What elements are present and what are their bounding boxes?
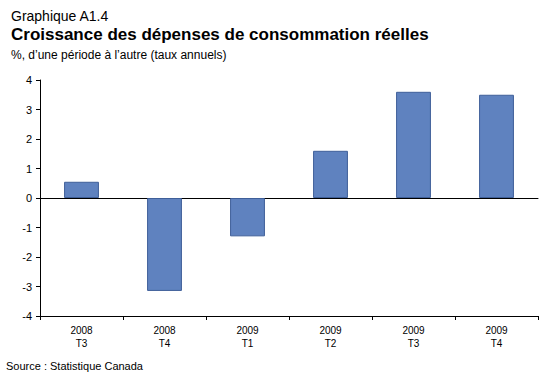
svg-text:Croissance des dépenses de con: Croissance des dépenses de consommation … xyxy=(11,25,429,44)
svg-text:T3: T3 xyxy=(408,338,420,349)
svg-text:-4: -4 xyxy=(22,310,32,322)
svg-text:2009: 2009 xyxy=(485,325,508,336)
svg-text:-1: -1 xyxy=(22,222,32,234)
svg-text:T4: T4 xyxy=(491,338,503,349)
svg-text:0: 0 xyxy=(26,192,32,204)
svg-text:2009: 2009 xyxy=(319,325,342,336)
svg-text:T1: T1 xyxy=(242,338,254,349)
svg-text:Source : Statistique Canada: Source : Statistique Canada xyxy=(6,360,144,372)
svg-text:4: 4 xyxy=(26,74,32,86)
svg-text:-3: -3 xyxy=(22,281,32,293)
svg-text:T4: T4 xyxy=(159,338,171,349)
svg-text:3: 3 xyxy=(26,104,32,116)
svg-text:2: 2 xyxy=(26,133,32,145)
svg-text:%, d’une période à l’autre (ta: %, d’une période à l’autre (taux annuels… xyxy=(11,48,226,62)
svg-text:2009: 2009 xyxy=(236,325,259,336)
svg-text:Graphique A1.4: Graphique A1.4 xyxy=(11,8,109,24)
svg-text:-2: -2 xyxy=(22,251,32,263)
svg-text:T2: T2 xyxy=(325,338,337,349)
svg-text:2008: 2008 xyxy=(153,325,176,336)
svg-text:1: 1 xyxy=(26,163,32,175)
svg-text:2008: 2008 xyxy=(70,325,93,336)
svg-text:T3: T3 xyxy=(76,338,88,349)
svg-text:2009: 2009 xyxy=(402,325,425,336)
